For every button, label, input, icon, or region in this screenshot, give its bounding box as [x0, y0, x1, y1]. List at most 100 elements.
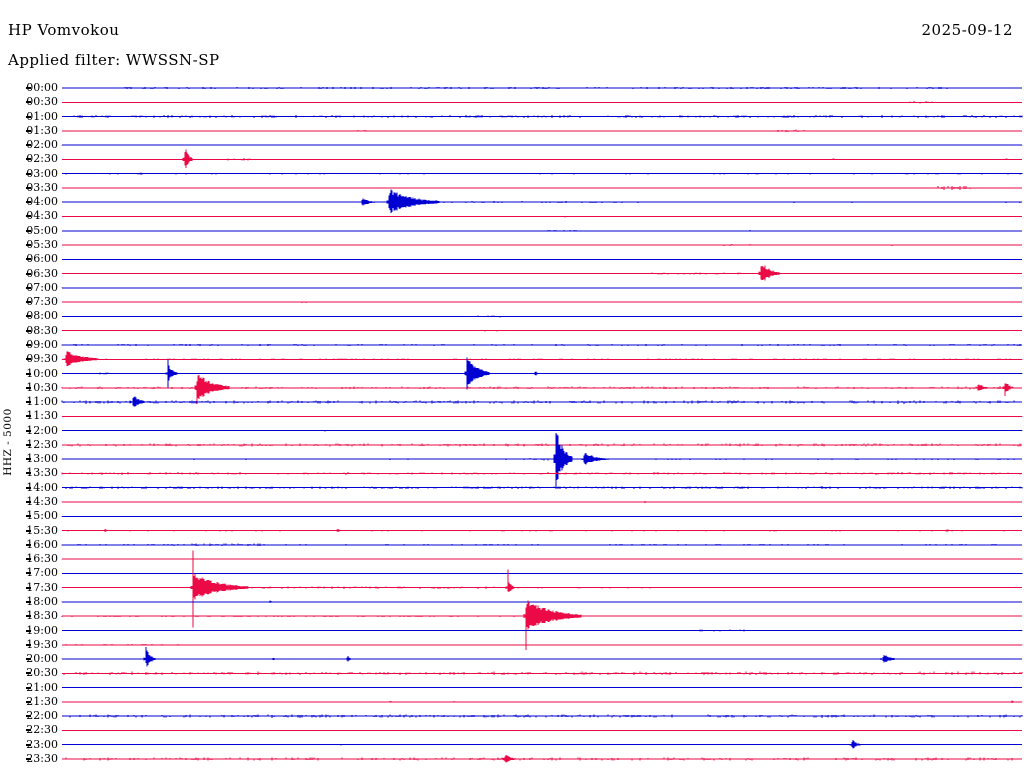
trace-row-0200 [61, 144, 1023, 146]
filter-label: Applied filter: WWSSN-SP [8, 51, 220, 69]
row-tick [26, 229, 31, 232]
time-label: 07:00 [26, 280, 58, 294]
trace-row-0400 [62, 189, 1022, 213]
time-label: 22:30 [26, 723, 58, 737]
trace-row-1300 [61, 433, 1022, 490]
row-tick [26, 115, 31, 118]
trace-row-1830 [61, 600, 1022, 651]
time-label: 06:30 [26, 266, 58, 280]
row-tick [26, 329, 31, 332]
row-tick [26, 743, 31, 746]
row-tick [26, 515, 31, 518]
time-label: 10:30 [26, 380, 58, 394]
time-label: 12:00 [26, 423, 58, 437]
time-label: 04:00 [26, 195, 58, 209]
time-label: 23:30 [26, 752, 58, 765]
trace-row-2230 [61, 729, 1023, 731]
time-label: 08:30 [26, 323, 58, 337]
time-label: 15:30 [26, 523, 58, 537]
time-label: 13:00 [26, 452, 58, 466]
row-tick [26, 501, 31, 504]
trace-row-2330 [62, 754, 1022, 763]
time-label: 09:00 [26, 337, 58, 351]
trace-row-0830 [62, 330, 1022, 332]
trace-row-1730 [62, 550, 1022, 628]
time-label: 15:00 [26, 509, 58, 523]
time-label: 12:30 [26, 437, 58, 451]
time-label: 14:00 [26, 480, 58, 494]
time-label: 21:30 [26, 694, 58, 708]
trace-row-1330 [61, 472, 1022, 475]
time-label: 07:30 [26, 295, 58, 309]
trace-row-0430 [62, 215, 1022, 218]
trace-row-0100 [62, 115, 1023, 118]
trace-row-1230 [62, 443, 1022, 447]
time-label: 05:00 [26, 223, 58, 237]
time-label: 10:00 [26, 366, 58, 380]
row-tick [26, 558, 31, 561]
trace-row-2030 [62, 671, 1023, 675]
row-tick [26, 415, 31, 418]
row-tick [26, 172, 31, 175]
row-tick [26, 87, 31, 89]
trace-row-0300 [62, 172, 1023, 175]
row-tick [26, 401, 31, 404]
time-label: 16:00 [26, 537, 58, 551]
time-label: 23:00 [26, 737, 58, 751]
time-label: 01:00 [26, 109, 58, 123]
time-label: 08:00 [26, 309, 58, 323]
trace-row-0000 [62, 86, 1022, 90]
trace-row-2200 [62, 714, 1023, 718]
time-label: 09:30 [26, 352, 58, 366]
row-tick [26, 486, 31, 489]
time-label: 19:30 [26, 637, 58, 651]
trace-row-2000 [61, 647, 1022, 667]
row-tick [26, 572, 31, 575]
trace-row-0700 [61, 287, 1023, 289]
trace-row-1500 [61, 515, 1023, 517]
row-tick [26, 658, 31, 661]
row-tick [26, 729, 31, 732]
trace-row-0530 [62, 244, 1022, 246]
time-label: 04:30 [26, 209, 58, 223]
row-tick [26, 615, 31, 618]
time-label: 16:30 [26, 552, 58, 566]
time-label: 18:00 [26, 594, 58, 608]
row-tick [26, 715, 31, 718]
trace-row-0230 [62, 149, 1022, 168]
row-tick [26, 529, 31, 532]
time-label: 22:00 [26, 709, 58, 723]
trace-row-0330 [62, 185, 1022, 191]
trace-row-2100 [62, 686, 1022, 689]
trace-row-0730 [62, 301, 1022, 303]
row-tick [26, 158, 31, 161]
row-tick [26, 129, 31, 132]
trace-row-0600 [62, 258, 1022, 261]
trace-row-1400 [62, 486, 1023, 490]
row-tick [26, 429, 31, 432]
trace-row-1430 [61, 501, 1022, 503]
row-tick [26, 643, 31, 646]
row-tick [26, 343, 31, 346]
row-tick [26, 101, 31, 104]
time-label: 03:00 [26, 166, 58, 180]
row-tick [26, 629, 31, 632]
trace-row-0030 [62, 101, 1022, 104]
time-label: 18:30 [26, 609, 58, 623]
row-tick [26, 458, 31, 461]
time-label: 17:00 [26, 566, 58, 580]
time-label: 02:30 [26, 152, 58, 166]
report-date: 2025-09-12 [921, 21, 1013, 39]
row-tick [26, 543, 31, 546]
trace-row-2300 [62, 740, 1022, 749]
trace-row-0130 [62, 129, 1022, 133]
time-label: 11:30 [26, 409, 58, 423]
time-label: 14:30 [26, 495, 58, 509]
time-label: 02:00 [26, 138, 58, 152]
trace-row-0930 [62, 351, 1023, 366]
row-tick [26, 215, 31, 218]
trace-row-1200 [62, 429, 1023, 432]
time-label: 03:30 [26, 180, 58, 194]
